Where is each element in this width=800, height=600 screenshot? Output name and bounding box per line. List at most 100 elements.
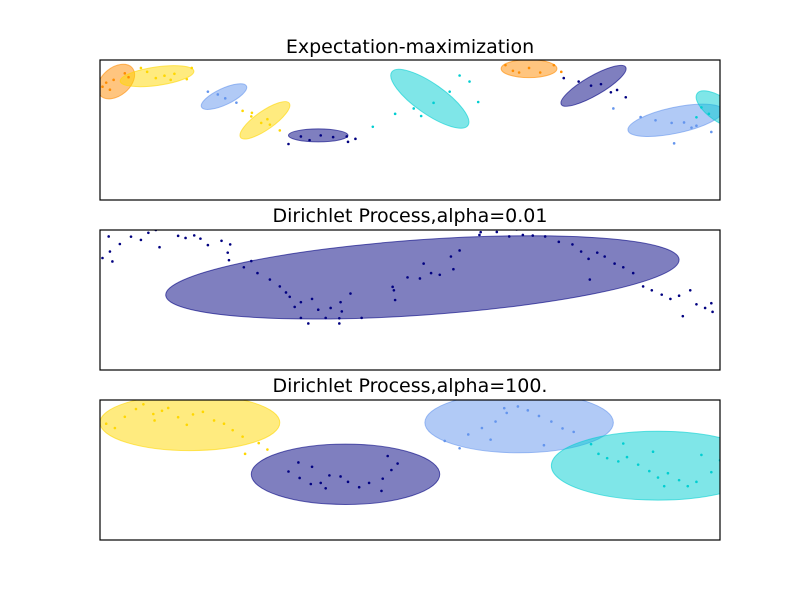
point-orange-44 (527, 66, 531, 70)
point-gold-20 (259, 121, 263, 125)
panel-dirichlet-alpha-001: Dirichlet Process,alpha=0.01 (99, 205, 750, 371)
point-navy-42 (391, 285, 394, 289)
point-gold-0 (104, 422, 108, 425)
point-orange-43 (517, 71, 521, 74)
point-navy-74 (641, 285, 645, 288)
point-gold-13 (154, 76, 158, 80)
point-gold-1 (113, 426, 117, 430)
point-navy-50 (577, 80, 580, 83)
point-navy-27 (319, 134, 323, 137)
point-navy-62 (479, 230, 482, 234)
point-cornflowerblue-45 (537, 414, 541, 418)
point-cyan-53 (597, 452, 600, 456)
point-navy-30 (390, 468, 393, 472)
point-navy-31 (396, 462, 399, 465)
point-gold-17 (266, 448, 269, 451)
point-gold-18 (243, 452, 247, 456)
point-navy-44 (406, 276, 409, 279)
point-cyan-58 (648, 469, 651, 473)
point-navy-18 (214, 225, 217, 228)
point-gold-11 (185, 77, 189, 81)
point-navy-29 (381, 477, 385, 480)
point-cornflowerblue-41 (494, 420, 497, 423)
point-cornflowerblue-61 (695, 124, 698, 127)
point-gold-9 (185, 423, 189, 427)
panel-dirichlet-alpha-100: Dirichlet Process,alpha=100. (99, 375, 740, 541)
point-navy-7 (158, 245, 161, 249)
plot-area-dp-001 (101, 225, 750, 325)
point-navy-25 (299, 135, 303, 138)
point-cyan-57 (636, 463, 640, 466)
point-navy-47 (429, 271, 433, 275)
point-gold-6 (139, 66, 143, 70)
point-navy-90 (747, 268, 750, 271)
point-navy-41 (393, 298, 397, 302)
point-gold-3 (134, 407, 138, 411)
point-cornflowerblue-14 (206, 90, 210, 93)
point-cyan-65 (695, 115, 698, 119)
point-gold-4 (142, 403, 145, 406)
point-navy-80 (695, 303, 698, 306)
point-navy-32 (340, 310, 344, 313)
point-cyan-66 (707, 112, 711, 116)
plot-area-em (100, 60, 720, 146)
point-navy-81 (703, 306, 707, 310)
point-gold-2 (123, 415, 127, 419)
point-navy-31 (329, 306, 332, 310)
point-gold-7 (145, 70, 149, 74)
point-cyan-72 (737, 465, 740, 468)
point-cyan-73 (662, 484, 666, 488)
point-navy-53 (609, 91, 613, 94)
point-navy-87 (737, 285, 740, 288)
axes-frame-em (99, 59, 721, 201)
point-navy-26 (308, 138, 311, 142)
point-navy-20 (287, 470, 290, 473)
point-cyan-70 (651, 450, 655, 453)
panel-expectation-maximization: Expectation-maximization (99, 36, 721, 201)
point-navy-23 (319, 481, 323, 485)
point-orange-2 (123, 72, 127, 75)
point-navy-5 (147, 231, 150, 235)
point-cyan-71 (700, 453, 703, 457)
point-cornflowerblue-51 (502, 406, 506, 410)
point-gold-18 (241, 109, 244, 113)
point-navy-60 (543, 235, 547, 238)
point-navy-46 (422, 262, 425, 265)
point-cyan-70 (700, 106, 703, 109)
point-navy-35 (380, 489, 383, 493)
point-navy-52 (599, 82, 603, 86)
point-navy-3 (129, 235, 133, 238)
point-gold-19 (153, 419, 156, 422)
point-cyan-38 (468, 80, 471, 83)
point-navy-31 (287, 142, 290, 146)
point-navy-64 (557, 240, 561, 244)
point-cornflowerblue-62 (710, 130, 713, 134)
point-navy-73 (588, 278, 592, 281)
point-cornflowerblue-44 (526, 409, 530, 412)
point-cyan-34 (393, 112, 397, 116)
point-cyan-36 (432, 101, 435, 105)
point-orange-5 (104, 81, 108, 84)
point-cyan-61 (677, 478, 681, 482)
point-navy-22 (309, 482, 313, 486)
point-orange-42 (504, 63, 507, 67)
point-cyan-33 (371, 125, 375, 129)
point-navy-49 (449, 255, 453, 258)
point-cornflowerblue-38 (458, 446, 461, 450)
point-gold-14 (231, 428, 234, 432)
point-navy-26 (346, 480, 350, 484)
panel-title-dp-001: Dirichlet Process,alpha=0.01 (273, 205, 548, 227)
point-cyan-63 (695, 480, 698, 484)
ellipse-gold-1 (119, 65, 195, 88)
point-navy-76 (660, 293, 664, 296)
point-navy-13 (199, 237, 202, 240)
point-navy-21 (249, 259, 253, 263)
point-cyan-60 (666, 471, 670, 475)
point-navy-21 (298, 476, 301, 480)
point-cornflowerblue-49 (489, 438, 492, 441)
point-orange-0 (101, 85, 104, 89)
point-navy-8 (176, 234, 180, 238)
point-navy-84 (729, 304, 732, 307)
point-navy-55 (624, 95, 628, 99)
